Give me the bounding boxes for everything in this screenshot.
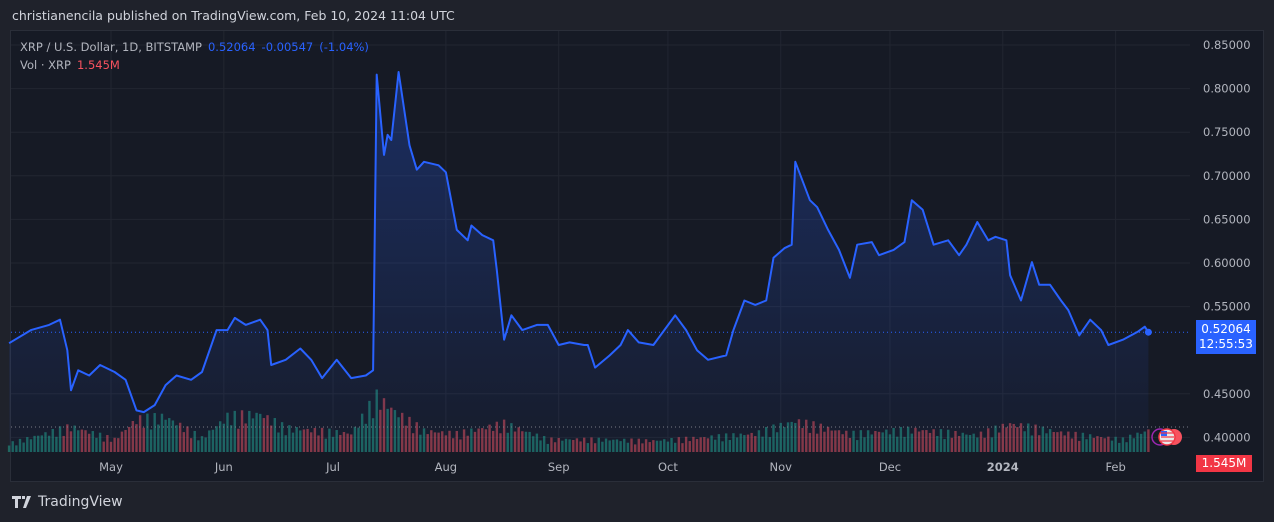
x-tick-label: Jul xyxy=(325,460,340,474)
x-tick-label: Nov xyxy=(770,460,793,474)
last-price: 0.52064 xyxy=(207,40,256,54)
x-tick-label: Aug xyxy=(435,460,457,474)
y-tick-label: 0.85000 xyxy=(1203,38,1251,52)
volume-value: 1.545M xyxy=(76,58,120,72)
current-price-tag: 0.52064 12:55:53 xyxy=(1196,320,1256,354)
symbol-legend: XRP / U.S. Dollar, 1D, BITSTAMP 0.52064 -0… xyxy=(20,40,375,54)
y-tick-label: 0.65000 xyxy=(1203,212,1251,226)
volume-bar xyxy=(7,445,11,452)
tradingview-logo[interactable]: TradingView xyxy=(12,494,123,510)
price-change: -0.00547 xyxy=(261,40,314,54)
y-tick-label: 0.45000 xyxy=(1203,387,1251,401)
last-price-dot xyxy=(1144,328,1152,336)
x-tick-label: Oct xyxy=(658,460,678,474)
y-tick-label: 0.40000 xyxy=(1203,430,1251,444)
publish-info: christianencila published on TradingView… xyxy=(12,8,455,23)
symbol-name[interactable]: XRP / U.S. Dollar, 1D, BITSTAMP xyxy=(20,40,202,54)
x-tick-label: Dec xyxy=(879,460,901,474)
x-tick-label: 2024 xyxy=(987,460,1019,474)
y-tick-label: 0.60000 xyxy=(1203,256,1251,270)
x-tick-label: Jun xyxy=(214,460,233,474)
volume-legend: Vol · XRP 1.545M xyxy=(20,58,126,72)
y-tick-label: 0.75000 xyxy=(1203,125,1251,139)
x-tick-label: Feb xyxy=(1105,460,1125,474)
price-change-pct: (-1.04%) xyxy=(319,40,369,54)
y-tick-label: 0.80000 xyxy=(1203,82,1251,96)
price-area-fill xyxy=(9,72,1149,452)
y-tick-label: 0.55000 xyxy=(1203,300,1251,314)
bar-countdown: 12:55:53 xyxy=(1199,337,1253,351)
tradingview-logo-icon xyxy=(12,496,31,508)
y-tick-label: 0.70000 xyxy=(1203,169,1251,183)
x-tick-label: May xyxy=(99,460,123,474)
current-price: 0.52064 xyxy=(1201,322,1251,336)
x-tick-label: Sep xyxy=(548,460,570,474)
brand-name: TradingView xyxy=(38,494,123,510)
price-line xyxy=(8,71,1150,414)
volume-tag: 1.545M xyxy=(1196,455,1252,472)
volume-label[interactable]: Vol · XRP xyxy=(20,58,71,72)
